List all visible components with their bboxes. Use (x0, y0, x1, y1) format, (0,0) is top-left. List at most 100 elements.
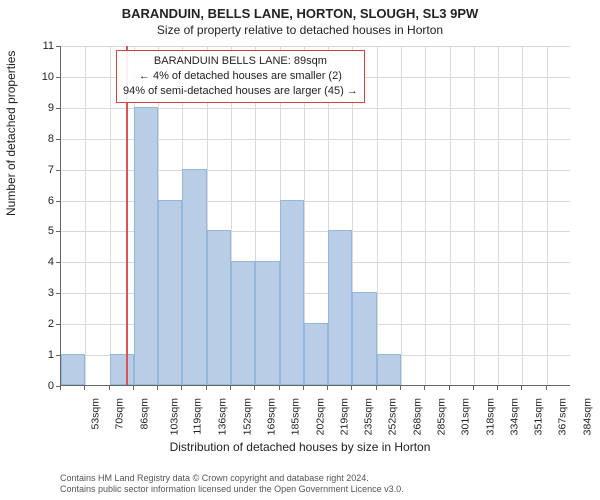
y-tick-label: 11 (34, 40, 54, 52)
x-tick-label: 235sqm (363, 398, 375, 435)
chart-container: BARANDUIN, BELLS LANE, HORTON, SLOUGH, S… (0, 0, 600, 500)
x-tick-label: 334sqm (508, 398, 520, 435)
histogram-bar (377, 354, 401, 385)
y-tick-label: 2 (34, 318, 54, 330)
histogram-bar (352, 292, 376, 385)
x-tick-label: 86sqm (138, 398, 150, 430)
plot-area: BARANDUIN BELLS LANE: 89sqm← 4% of detac… (60, 46, 570, 386)
x-tick-label: 185sqm (290, 398, 302, 435)
x-axis-label: Distribution of detached houses by size … (0, 440, 600, 454)
x-tick-label: 70sqm (114, 398, 126, 430)
x-tick (473, 386, 474, 390)
histogram-bar (280, 200, 304, 385)
y-tick-label: 5 (34, 225, 54, 237)
gridline-v (522, 46, 523, 385)
y-tick (56, 139, 60, 140)
y-tick (56, 293, 60, 294)
y-axis-label: Number of detached properties (4, 51, 18, 216)
y-tick-label: 6 (34, 195, 54, 207)
x-tick-label: 318sqm (484, 398, 496, 435)
y-tick (56, 355, 60, 356)
info-box-line: 94% of semi-detached houses are larger (… (123, 84, 358, 99)
x-tick-label: 285sqm (435, 398, 447, 435)
x-tick (254, 386, 255, 390)
gridline-v (110, 46, 111, 385)
histogram-bar (328, 230, 352, 385)
gridline-h (61, 46, 570, 47)
y-tick (56, 46, 60, 47)
y-tick (56, 108, 60, 109)
x-tick (84, 386, 85, 390)
y-tick-label: 8 (34, 133, 54, 145)
gridline-v (547, 46, 548, 385)
histogram-bar (61, 354, 85, 385)
gridline-v (474, 46, 475, 385)
footer-line-1: Contains HM Land Registry data © Crown c… (60, 473, 580, 485)
histogram-bar (231, 261, 255, 385)
x-tick (109, 386, 110, 390)
x-tick (279, 386, 280, 390)
footer-line-2: Contains public sector information licen… (60, 484, 580, 496)
x-tick (521, 386, 522, 390)
x-tick-label: 384sqm (581, 398, 593, 435)
x-tick (60, 386, 61, 390)
x-tick-label: 202sqm (314, 398, 326, 435)
gridline-v (85, 46, 86, 385)
histogram-bar (182, 169, 206, 385)
gridline-v (450, 46, 451, 385)
x-tick (351, 386, 352, 390)
y-tick (56, 231, 60, 232)
y-tick-label: 1 (34, 349, 54, 361)
x-tick-label: 268sqm (411, 398, 423, 435)
info-box: BARANDUIN BELLS LANE: 89sqm← 4% of detac… (116, 50, 365, 103)
x-tick-label: 136sqm (217, 398, 229, 435)
title-sub: Size of property relative to detached ho… (0, 21, 600, 41)
gridline-v (498, 46, 499, 385)
x-tick-label: 119sqm (192, 398, 204, 435)
x-tick (327, 386, 328, 390)
x-tick-label: 53sqm (90, 398, 102, 430)
histogram-bar (207, 230, 231, 385)
histogram-bar (134, 107, 158, 385)
x-tick (424, 386, 425, 390)
x-tick-label: 152sqm (241, 398, 253, 435)
x-tick (497, 386, 498, 390)
x-tick (230, 386, 231, 390)
x-tick (376, 386, 377, 390)
y-tick-label: 0 (34, 380, 54, 392)
y-tick-label: 9 (34, 102, 54, 114)
x-tick (133, 386, 134, 390)
histogram-bar (255, 261, 279, 385)
x-tick (206, 386, 207, 390)
info-box-line: ← 4% of detached houses are smaller (2) (123, 69, 358, 84)
y-tick (56, 77, 60, 78)
x-tick-label: 252sqm (387, 398, 399, 435)
histogram-bar (304, 323, 328, 385)
y-tick-label: 3 (34, 287, 54, 299)
x-tick (181, 386, 182, 390)
y-tick (56, 201, 60, 202)
gridline-v (377, 46, 378, 385)
y-tick (56, 170, 60, 171)
y-tick (56, 262, 60, 263)
y-tick-label: 10 (34, 71, 54, 83)
x-tick (449, 386, 450, 390)
x-tick-label: 351sqm (533, 398, 545, 435)
x-tick (400, 386, 401, 390)
x-tick-label: 169sqm (265, 398, 277, 435)
gridline-v (401, 46, 402, 385)
y-tick-label: 7 (34, 164, 54, 176)
y-tick (56, 324, 60, 325)
x-tick (546, 386, 547, 390)
histogram-bar (110, 354, 134, 385)
x-tick-label: 301sqm (460, 398, 472, 435)
x-tick-label: 367sqm (557, 398, 569, 435)
footer-attribution: Contains HM Land Registry data © Crown c… (60, 473, 580, 496)
x-tick-label: 219sqm (338, 398, 350, 435)
gridline-v (425, 46, 426, 385)
x-tick (303, 386, 304, 390)
title-main: BARANDUIN, BELLS LANE, HORTON, SLOUGH, S… (0, 0, 600, 21)
y-tick-label: 4 (34, 256, 54, 268)
x-tick-label: 103sqm (168, 398, 180, 435)
histogram-bar (158, 200, 182, 385)
